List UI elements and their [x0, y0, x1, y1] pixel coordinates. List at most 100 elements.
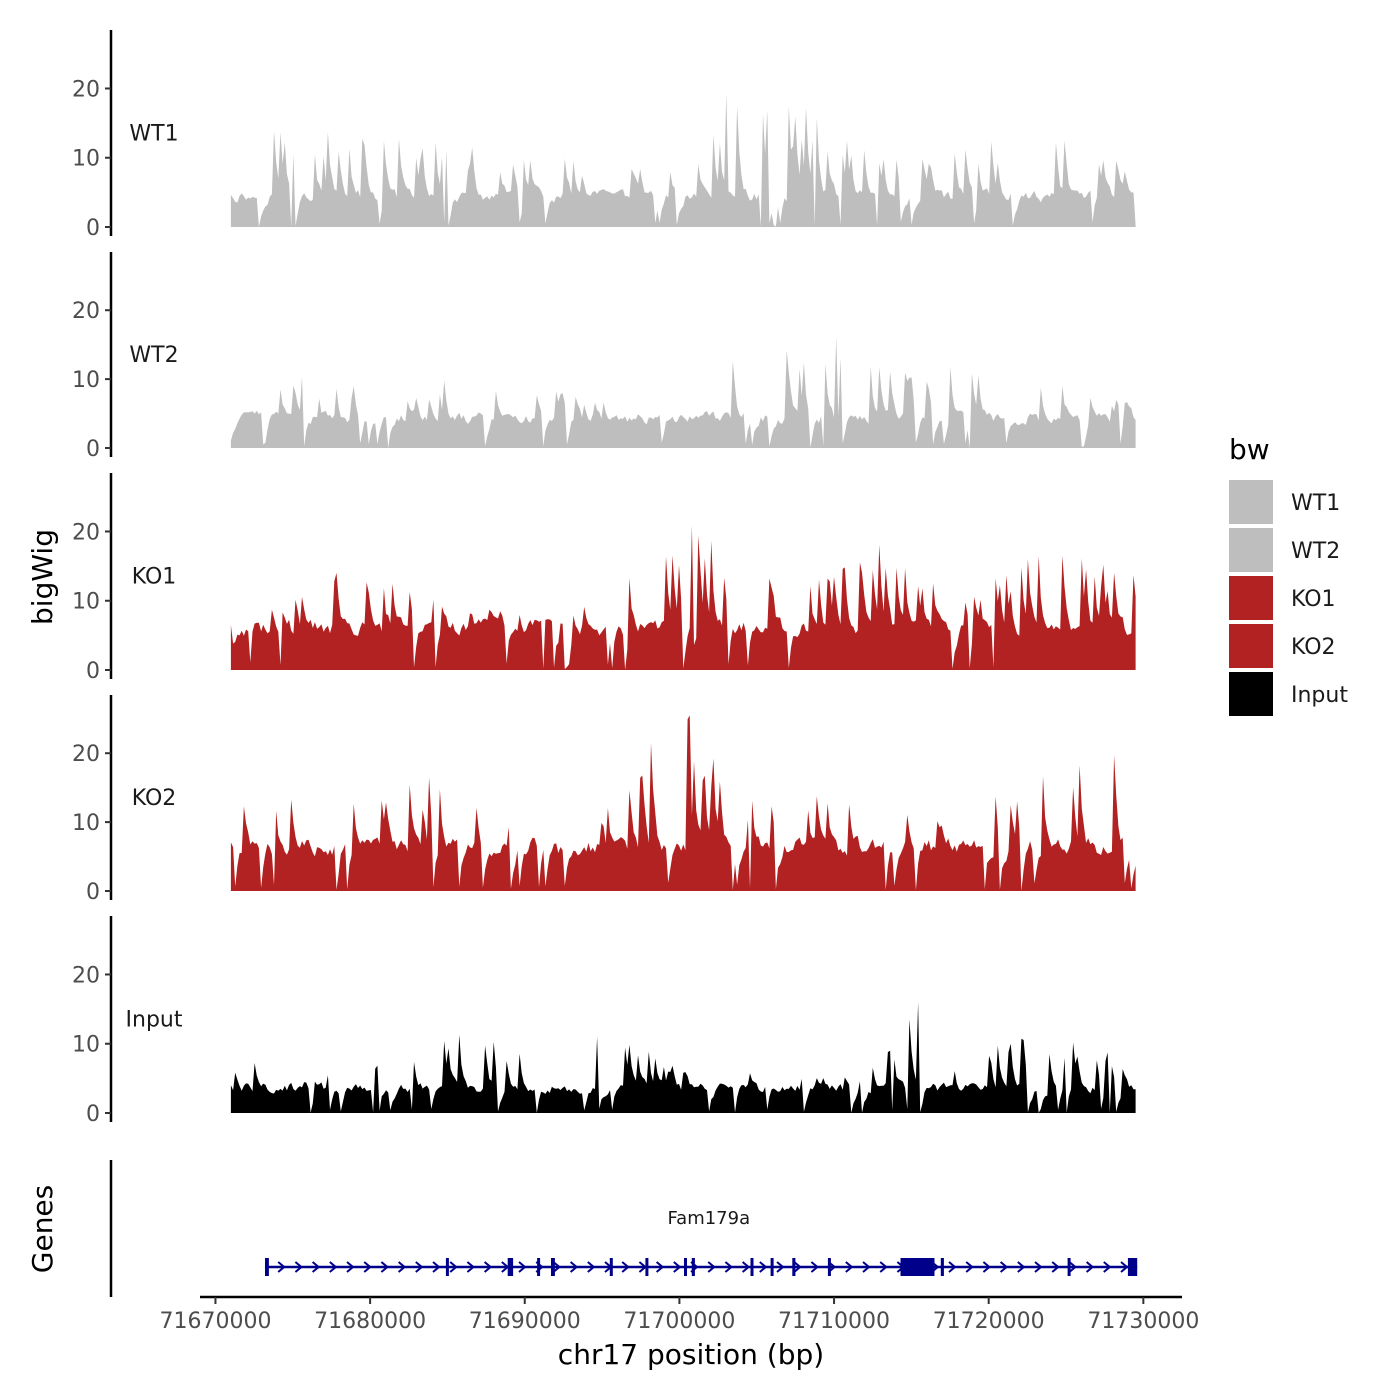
x-tick-label: 71680000 — [314, 1309, 426, 1334]
track-label-wt1: WT1 — [129, 121, 178, 146]
strand-arrow — [380, 1261, 389, 1273]
strand-arrow — [759, 1261, 768, 1273]
y-tick-label: 0 — [86, 659, 100, 684]
track-label-input: Input — [126, 1007, 183, 1032]
strand-arrow — [277, 1261, 286, 1273]
exon — [684, 1258, 687, 1276]
legend-key-ko1 — [1229, 576, 1273, 620]
legend-key-ko2 — [1229, 624, 1273, 668]
y-tick-label: 20 — [72, 299, 100, 324]
track-label-ko1: KO1 — [132, 564, 177, 589]
strand-arrow — [879, 1261, 888, 1273]
legend-label-ko2: KO2 — [1291, 635, 1336, 660]
strand-arrow — [1034, 1261, 1043, 1273]
strand-arrow — [449, 1261, 458, 1273]
signal-area-wt2 — [230, 336, 1136, 448]
exon — [537, 1258, 541, 1276]
legend-key-input — [1229, 672, 1273, 716]
exon — [770, 1258, 774, 1276]
signal-area-ko2 — [230, 715, 1136, 891]
signal-area-input — [230, 1002, 1136, 1113]
strand-arrow — [1085, 1261, 1095, 1273]
strand-arrow — [724, 1261, 733, 1273]
strand-arrow — [518, 1261, 527, 1273]
strand-arrow — [587, 1261, 596, 1273]
x-tick-label: 71730000 — [1087, 1309, 1199, 1334]
y-tick-label: 0 — [86, 1102, 100, 1127]
y-tick-label: 10 — [72, 811, 100, 836]
strand-arrow — [621, 1261, 630, 1273]
track-label-ko2: KO2 — [132, 786, 177, 811]
strand-arrow — [965, 1261, 974, 1273]
legend-key-wt1 — [1229, 480, 1273, 524]
strand-arrow — [432, 1261, 441, 1273]
y-tick-label: 0 — [86, 880, 100, 905]
legend-key-wt2 — [1229, 528, 1273, 572]
exon — [609, 1258, 613, 1276]
strand-arrow — [793, 1261, 802, 1273]
strand-arrow — [466, 1261, 475, 1273]
strand-arrow — [552, 1261, 561, 1273]
exon — [750, 1258, 754, 1276]
track-panel-ko1: 0 10 20 KO1 — [72, 473, 1136, 684]
strand-arrow — [948, 1261, 957, 1273]
gene-track-title: Genes — [26, 1185, 59, 1273]
track-panel-ko2: 0 10 20 KO2 — [72, 695, 1136, 905]
y-tick-label: 10 — [72, 147, 100, 172]
exon — [507, 1258, 514, 1276]
x-axis: chr17 position (bp) 71670000 71680000 7169… — [159, 1295, 1199, 1371]
y-tick-label: 20 — [72, 963, 100, 988]
legend-title: bw — [1229, 433, 1270, 466]
strand-arrow — [569, 1261, 579, 1273]
y-tick-label: 0 — [86, 216, 100, 241]
y-tick-label: 10 — [72, 368, 100, 393]
x-tick-label: 71690000 — [469, 1309, 581, 1334]
y-axis-title: bigWig — [26, 529, 59, 625]
exon — [1067, 1258, 1071, 1276]
track-panel-wt2: 0 10 20 WT2 — [72, 252, 1136, 462]
strand-arrow — [776, 1261, 785, 1273]
strand-arrow — [673, 1261, 682, 1273]
exon — [792, 1258, 796, 1276]
strand-arrow — [810, 1261, 819, 1273]
x-tick-label: 71700000 — [623, 1309, 735, 1334]
exon — [827, 1258, 831, 1276]
strand-arrow — [397, 1261, 407, 1273]
strand-arrow — [1103, 1261, 1112, 1273]
strand-arrow — [311, 1261, 321, 1273]
y-tick-label: 20 — [72, 742, 100, 767]
strand-arrow — [329, 1261, 338, 1273]
y-tick-label: 20 — [72, 77, 100, 102]
y-tick-label: 10 — [72, 590, 100, 615]
track-panel-wt1: 0 10 20 WT1 — [72, 30, 1136, 241]
signal-area-ko1 — [230, 525, 1136, 670]
x-tick-label: 71720000 — [933, 1309, 1045, 1334]
strand-arrow — [483, 1261, 493, 1273]
x-tick-label: 71670000 — [159, 1309, 271, 1334]
legend-label-input: Input — [1291, 683, 1348, 708]
x-tick-label: 71710000 — [778, 1309, 890, 1334]
legend-label-wt1: WT1 — [1291, 491, 1340, 516]
strand-arrow — [707, 1261, 716, 1273]
strand-arrow — [862, 1261, 871, 1273]
strand-arrow — [415, 1261, 424, 1273]
track-label-wt2: WT2 — [129, 343, 178, 368]
strand-arrow — [1120, 1261, 1129, 1273]
strand-arrow — [1017, 1261, 1026, 1273]
strand-arrow — [1051, 1261, 1060, 1273]
strand-arrow — [999, 1261, 1009, 1273]
legend-label-ko1: KO1 — [1291, 587, 1336, 612]
strand-arrow — [294, 1261, 303, 1273]
exon — [691, 1258, 695, 1276]
exon — [900, 1258, 935, 1276]
signal-area-wt1 — [230, 93, 1136, 227]
exon — [940, 1258, 944, 1276]
gene-track: Genes Fam179a — [26, 1160, 1138, 1297]
y-tick-label: 0 — [86, 437, 100, 462]
x-axis-title: chr17 position (bp) — [558, 1338, 824, 1371]
exon — [265, 1258, 269, 1276]
exon — [445, 1258, 449, 1276]
strand-arrow — [1068, 1261, 1077, 1273]
strand-arrow — [982, 1261, 991, 1273]
